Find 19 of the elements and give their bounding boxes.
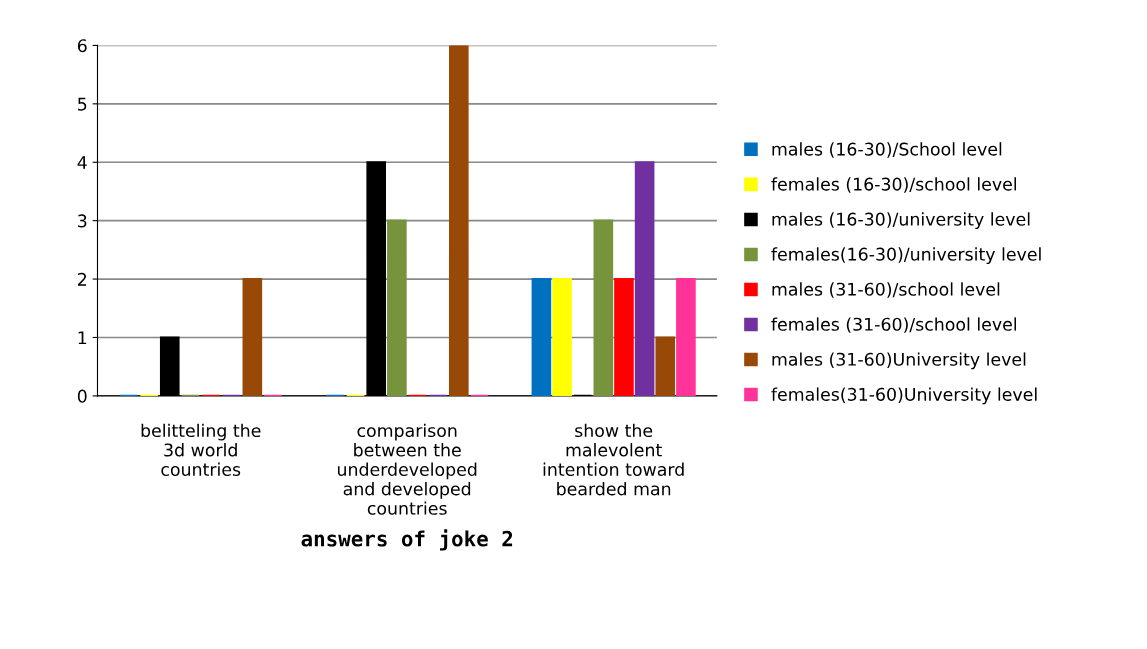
y-tick-label: 6: [77, 39, 87, 53]
legend-label: males (16-30)/university level: [772, 212, 1030, 230]
legend-label: females(16-30)/university level: [771, 247, 1041, 265]
x-tick-label: comparison between the underdeveloped and developed countries: [337, 423, 477, 515]
x-tick-label: show the malevolent intention toward bearded man: [543, 423, 684, 496]
y-tick-label: 1: [78, 331, 87, 345]
x-axis-title: answers of joke 2: [301, 529, 513, 551]
legend-label: females(31-60)University level: [771, 387, 1037, 405]
legend-label: males (16-30)/School level: [772, 142, 1002, 158]
y-tick-label: 0: [77, 389, 87, 403]
legend-label: males (31-60)/school level: [772, 282, 1000, 298]
legend-label: females (31-60)/school level: [771, 317, 1017, 333]
legend-label: males (31-60)University level: [772, 352, 1026, 370]
legend-label: females (16-30)/school level: [771, 177, 1017, 193]
y-tick-label: 5: [78, 97, 87, 111]
y-tick-label: 2: [78, 272, 87, 286]
y-tick-label: 3: [78, 214, 87, 228]
y-tick-label: 4: [77, 156, 87, 169]
x-tick-label: belitteling the 3d world countries: [141, 423, 261, 476]
